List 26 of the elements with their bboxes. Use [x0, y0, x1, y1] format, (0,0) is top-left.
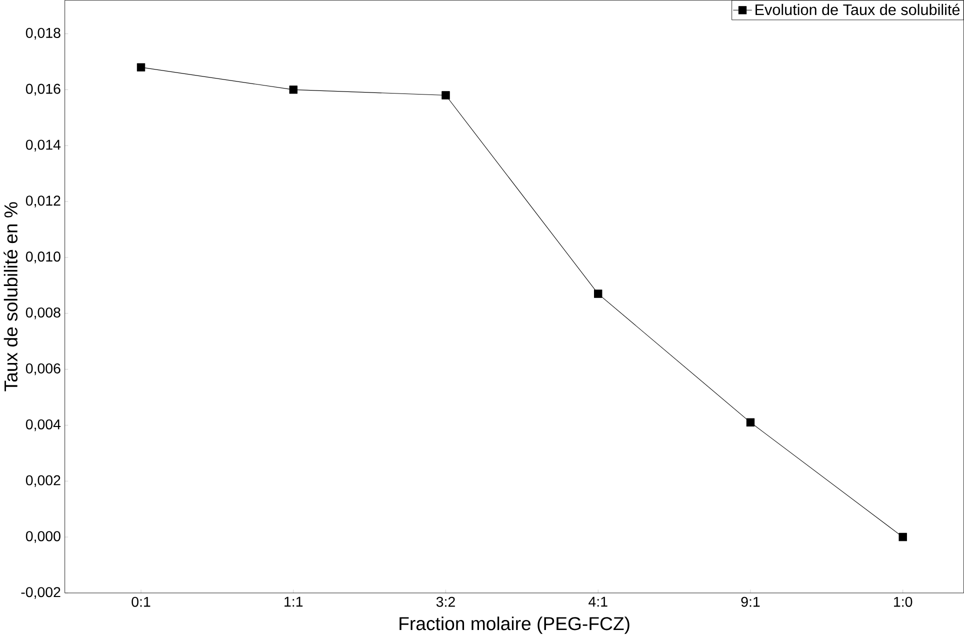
y-axis-title: Taux de solubilité en % — [4, 202, 18, 392]
y-tick-label: 0,010 — [26, 252, 60, 264]
point — [136, 63, 146, 72]
y-tick-label: 0,006 — [26, 364, 60, 376]
x-tick-label: 0:1 — [132, 597, 150, 608]
x-tick-label: 1:0 — [894, 597, 912, 608]
point — [594, 290, 602, 298]
y-tick-label: 0,002 — [26, 475, 60, 488]
y-tick-label: 0,016 — [26, 84, 60, 96]
y-tick-label: 0,012 — [26, 196, 60, 208]
x-tick-label: 3:2 — [436, 597, 455, 608]
point — [898, 533, 907, 542]
x-tick-label: 9:1 — [741, 597, 760, 608]
point — [442, 91, 450, 100]
x-axis-title: Fraction molaire (PEG-FCZ) — [400, 616, 630, 634]
point — [746, 418, 755, 427]
point — [289, 86, 298, 94]
y-tick-label: 0,000 — [26, 531, 60, 544]
y-tick-label: -0,002 — [21, 587, 60, 600]
y-tick-label: 0,014 — [26, 140, 61, 152]
legend-label: Evolution de Taux de solubilité — [756, 4, 960, 16]
x-tick-label: 4:1 — [588, 597, 608, 607]
y-tick-label: 0,004 — [26, 420, 61, 432]
y-tick-label: 0,018 — [26, 28, 60, 40]
x-tick-label: 1:1 — [284, 597, 303, 607]
y-tick-label: 0,008 — [26, 308, 60, 320]
